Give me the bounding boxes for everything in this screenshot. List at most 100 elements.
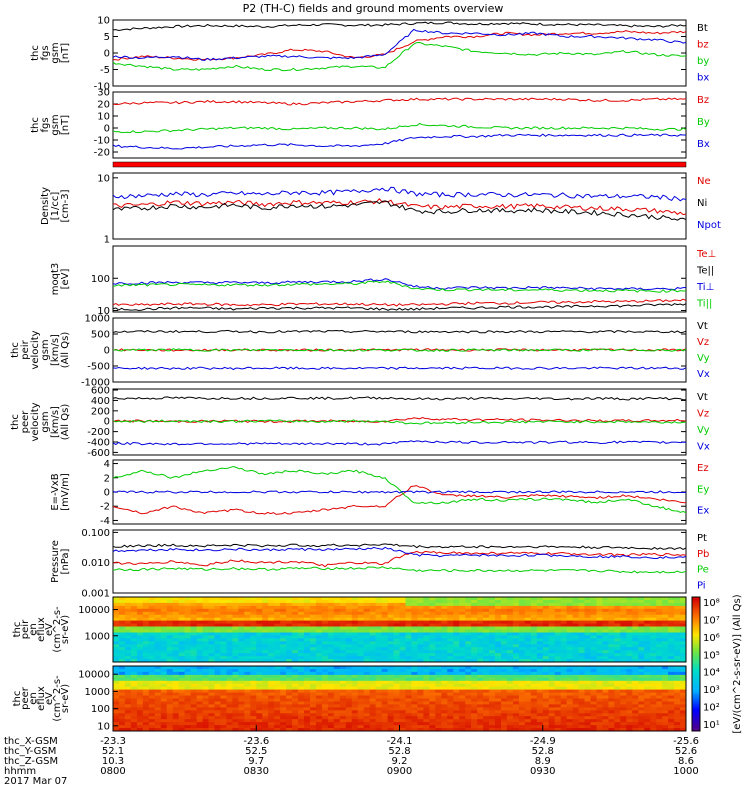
spectrogram-cell bbox=[381, 629, 389, 633]
spectrogram-cell bbox=[190, 653, 198, 657]
spectrogram-cell bbox=[268, 659, 275, 663]
spectrogram-cell bbox=[166, 683, 174, 688]
spectrogram-cell bbox=[339, 653, 347, 657]
spectrogram-cell bbox=[142, 608, 150, 613]
spectrogram-cell bbox=[232, 620, 239, 625]
spectrogram-cell bbox=[536, 669, 544, 673]
spectrogram-cell bbox=[638, 641, 645, 645]
spectrogram-cell bbox=[226, 680, 233, 685]
ytick-label: 0 bbox=[104, 346, 110, 357]
spectrogram-cell bbox=[154, 707, 162, 711]
spectrogram-cell bbox=[471, 704, 478, 708]
spectrogram-cell bbox=[656, 674, 663, 679]
spectrogram-cell bbox=[333, 716, 341, 720]
spectrogram-cell bbox=[542, 602, 550, 607]
spectrogram-cell bbox=[363, 686, 371, 691]
spectrogram-cell bbox=[632, 689, 639, 694]
spectrogram-cell bbox=[638, 650, 645, 654]
spectrogram-cell bbox=[680, 719, 687, 723]
spectrogram-cell bbox=[172, 713, 180, 717]
spectrogram-cell bbox=[441, 701, 448, 705]
spectrogram-cell bbox=[172, 725, 180, 729]
spectrogram-cell bbox=[160, 623, 168, 628]
spectrogram-cell bbox=[321, 600, 329, 604]
spectrogram-cell bbox=[274, 689, 281, 694]
spectrogram-cell bbox=[268, 650, 275, 654]
spectrogram-cell bbox=[411, 669, 418, 673]
spectrogram-cell bbox=[399, 650, 406, 654]
series-line-Ti|| bbox=[112, 280, 687, 293]
spectrogram-cell bbox=[268, 719, 275, 723]
spectrogram-cell bbox=[471, 653, 478, 657]
spectrogram-cell bbox=[608, 674, 615, 679]
spectrogram-cell bbox=[119, 683, 126, 688]
spectrogram-cell bbox=[560, 698, 568, 702]
spectrogram-cell bbox=[638, 683, 645, 688]
spectrogram-cell bbox=[453, 677, 460, 682]
spectrogram-cell bbox=[495, 638, 502, 642]
colorbar-segment bbox=[692, 688, 700, 692]
spectrogram-cell bbox=[518, 707, 526, 711]
spectrogram-cell bbox=[572, 659, 580, 663]
spectrogram-cell bbox=[417, 597, 424, 601]
ytick-label: 10 bbox=[97, 306, 110, 317]
colorbar-segment bbox=[692, 614, 700, 618]
spectrogram-cell bbox=[286, 692, 293, 697]
spectrogram-cell bbox=[220, 629, 227, 633]
spectrogram-cell bbox=[560, 644, 568, 648]
spectrogram-cell bbox=[208, 669, 215, 673]
spectrogram-cell bbox=[441, 683, 448, 688]
spectrogram-cell bbox=[429, 602, 436, 607]
spectrogram-cell bbox=[411, 629, 418, 633]
spectrogram-cell bbox=[119, 597, 126, 601]
spectrogram-cell bbox=[650, 653, 657, 657]
spectrogram-cell bbox=[381, 674, 389, 679]
spectrogram-cell bbox=[292, 644, 299, 648]
spectrogram-cell bbox=[596, 608, 603, 613]
spectrogram-cell bbox=[244, 719, 251, 723]
spectrogram-cell bbox=[614, 653, 621, 657]
spectrogram-cell bbox=[459, 704, 466, 708]
spectrogram-cell bbox=[483, 680, 490, 685]
spectrogram-cell bbox=[178, 683, 186, 688]
spectrogram-cell bbox=[202, 695, 209, 699]
spectrogram-cell bbox=[662, 719, 669, 723]
spectrogram-cell bbox=[142, 701, 150, 705]
spectrogram-cell bbox=[602, 713, 609, 717]
spectrogram-cell bbox=[280, 623, 287, 628]
spectrogram-cell bbox=[578, 608, 586, 613]
spectrogram-cell bbox=[453, 632, 460, 636]
spectrogram-cell bbox=[202, 692, 209, 697]
spectrogram-cell bbox=[680, 659, 687, 663]
spectrogram-cell bbox=[166, 638, 174, 642]
spectrogram-cell bbox=[345, 674, 353, 679]
spectrogram-cell bbox=[310, 617, 317, 622]
spectrogram-cell bbox=[578, 641, 586, 645]
spectrogram-cell bbox=[495, 620, 502, 625]
spectrogram-cell bbox=[274, 602, 281, 607]
spectrogram-cell bbox=[202, 719, 209, 723]
spectrogram-cell bbox=[572, 614, 580, 619]
spectrogram-cell bbox=[614, 677, 621, 682]
spectrogram-cell bbox=[327, 602, 335, 607]
spectrogram-cell bbox=[130, 716, 138, 720]
colorbar-segment bbox=[692, 681, 700, 685]
spectrogram-cell bbox=[465, 698, 472, 702]
spectrogram-cell bbox=[124, 600, 132, 604]
spectrogram-cell bbox=[172, 722, 180, 726]
spectrogram-cell bbox=[506, 614, 514, 619]
spectrogram-cell bbox=[429, 659, 436, 663]
spectrogram-cell bbox=[130, 602, 138, 607]
spectrogram-cell bbox=[489, 671, 496, 676]
spectrogram-cell bbox=[536, 674, 544, 679]
spectrogram-cell bbox=[465, 647, 472, 651]
spectrogram-cell bbox=[608, 653, 615, 657]
spectrogram-cell bbox=[327, 656, 335, 660]
axis-row-label: thc_Y-GSM bbox=[4, 746, 56, 757]
spectrogram-cell bbox=[459, 623, 466, 628]
spectrogram-cell bbox=[262, 677, 269, 682]
spectrogram-cell bbox=[435, 653, 442, 657]
spectrogram-cell bbox=[578, 689, 586, 694]
spectrogram-cell bbox=[674, 666, 681, 670]
spectrogram-cell bbox=[465, 650, 472, 654]
